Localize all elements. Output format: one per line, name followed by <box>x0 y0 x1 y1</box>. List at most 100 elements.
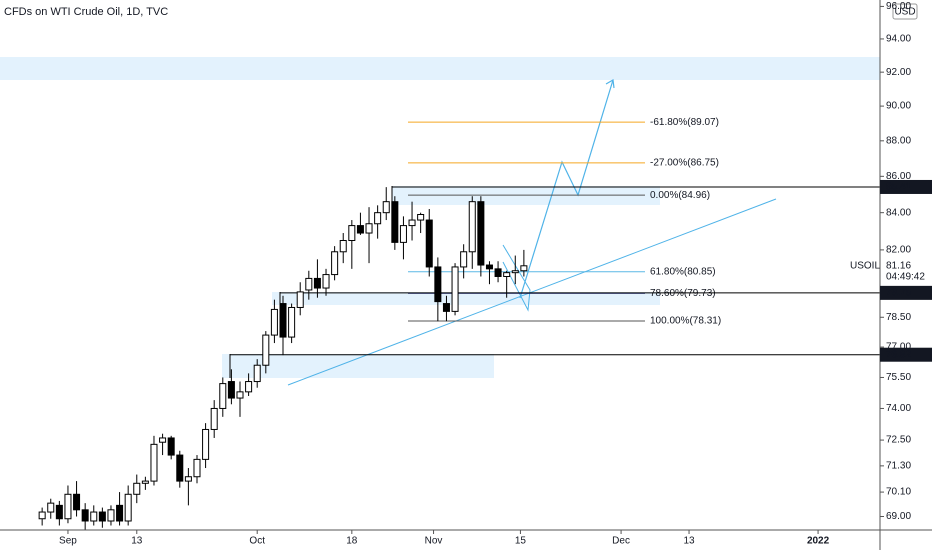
candle-body <box>262 334 270 366</box>
candle-body <box>296 291 304 308</box>
candle-body <box>442 303 450 312</box>
resistance-zone <box>0 57 880 80</box>
candle-body <box>159 437 167 443</box>
candle-body <box>331 251 339 276</box>
y-tick-label: 94.00 <box>886 34 911 45</box>
y-tick-label: 71.30 <box>886 461 911 472</box>
candle-body <box>184 476 192 482</box>
level-label: 76.62 <box>886 349 911 360</box>
x-tick-label: 18 <box>346 536 358 547</box>
candle-body <box>253 364 261 383</box>
fib-label: 78.60%(79.73) <box>650 288 716 299</box>
arrow-head <box>605 79 615 89</box>
y-tick-label: 77.00 <box>886 342 911 353</box>
candle-body <box>313 277 321 289</box>
candle-body <box>279 303 287 338</box>
candle-body <box>107 509 115 522</box>
x-tick-label: 2022 <box>807 536 830 547</box>
candle-body <box>288 306 296 338</box>
candle-body <box>425 219 433 268</box>
countdown: 04:49:42 <box>886 271 925 282</box>
candle-body <box>477 201 485 266</box>
candle-body <box>356 225 364 234</box>
symbol-label: USOIL <box>850 260 880 271</box>
fib-label: 100.00%(78.31) <box>650 316 721 327</box>
candle-body <box>64 493 72 520</box>
candle-body <box>236 391 244 399</box>
last-price: 81.16 <box>886 260 911 271</box>
candle-body <box>408 219 416 227</box>
candle-body <box>55 504 63 520</box>
candle-body <box>348 225 356 242</box>
candle-body <box>90 511 98 522</box>
y-tick-label: 75.50 <box>886 372 911 383</box>
level-label: 79.75 <box>886 288 911 299</box>
candle-body <box>47 502 55 513</box>
candle-body <box>503 272 511 277</box>
level-tag <box>880 285 932 300</box>
candle-body <box>468 201 476 253</box>
candle-body <box>81 509 89 522</box>
x-tick-label: 13 <box>683 536 695 547</box>
candle-body <box>451 266 459 312</box>
projection-path <box>519 79 614 299</box>
candle-body <box>210 407 218 430</box>
candle-body <box>417 214 425 221</box>
fib-label: -61.80%(89.07) <box>650 117 719 128</box>
candle-body <box>485 264 493 270</box>
candle-body <box>399 225 407 243</box>
y-tick-label: 88.00 <box>886 135 911 146</box>
candle-body <box>494 268 502 277</box>
x-tick-label: Oct <box>249 536 265 547</box>
support-zone <box>272 292 660 305</box>
pattern-lines <box>502 244 531 312</box>
candle-body <box>365 223 373 234</box>
y-tick-label: 86.00 <box>886 171 911 182</box>
candle-body <box>305 277 313 291</box>
candle-body <box>219 383 227 409</box>
candle-body <box>167 437 175 456</box>
x-tick-label: Nov <box>425 536 443 547</box>
y-tick-label: 92.00 <box>886 67 911 78</box>
currency: USD <box>894 7 915 18</box>
candle-body <box>193 458 201 478</box>
candle-body <box>322 274 330 289</box>
chart-title: CFDs on WTI Crude Oil, 1D, TVC <box>4 6 168 18</box>
candle-body <box>227 381 235 399</box>
candle-body <box>391 201 399 243</box>
fib-label: -27.00%(86.75) <box>650 158 719 169</box>
y-tick-label: 70.10 <box>886 487 911 498</box>
fib-label: 0.00%(84.96) <box>650 190 710 201</box>
x-tick-label: 13 <box>131 536 143 547</box>
y-tick-label: 90.00 <box>886 101 911 112</box>
candle-body <box>520 265 528 272</box>
y-tick-label: 82.00 <box>886 245 911 256</box>
candle-body <box>116 504 124 522</box>
level-tag <box>880 347 932 362</box>
y-tick-label: 96.00 <box>886 1 911 12</box>
candle-body <box>339 240 347 253</box>
candle-body <box>141 480 149 484</box>
x-tick-label: Sep <box>59 536 77 547</box>
candle-body <box>374 212 382 225</box>
candle-body <box>150 443 158 482</box>
x-tick-label: 15 <box>515 536 527 547</box>
y-tick-label: 84.00 <box>886 207 911 218</box>
candle-body <box>245 381 253 393</box>
candle-body <box>124 493 132 522</box>
candle-body <box>176 454 184 482</box>
candle-body <box>270 308 278 336</box>
y-tick-label: 74.00 <box>886 403 911 414</box>
candle-body <box>460 251 468 268</box>
candle-body <box>38 511 46 520</box>
candle-body <box>382 201 390 214</box>
currency-box <box>892 3 918 20</box>
plot: -61.80%(89.07) -27.00%(86.75) 0.00%(84.96)… <box>38 5 884 534</box>
candle-body <box>133 482 141 495</box>
candle-body <box>73 493 81 511</box>
level-label: 85.41 <box>886 182 911 193</box>
level-tag <box>880 179 932 194</box>
fib-label: 61.80%(80.85) <box>650 266 716 277</box>
candle-body <box>202 428 210 460</box>
